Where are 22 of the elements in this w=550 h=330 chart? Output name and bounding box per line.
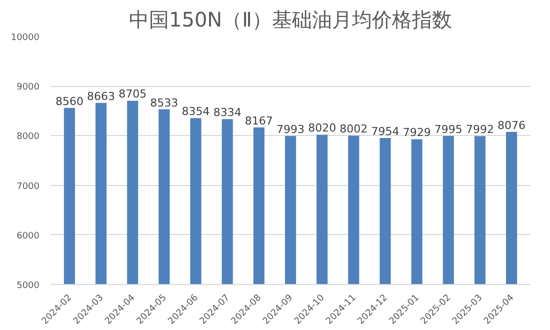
data-label: 7995 xyxy=(434,122,462,136)
data-label: 8663 xyxy=(87,90,116,103)
data-label: 7993 xyxy=(276,123,305,136)
data-label: 8334 xyxy=(213,106,242,120)
data-label: 7929 xyxy=(402,126,431,140)
y-tick-label: 9000 xyxy=(16,82,40,93)
data-label: 8076 xyxy=(498,118,526,132)
y-tick-label: 8000 xyxy=(16,132,40,142)
data-label: 8533 xyxy=(150,96,178,110)
y-tick-label: 10000 xyxy=(10,33,40,43)
data-label: 8354 xyxy=(182,105,210,118)
data-label: 8705 xyxy=(118,88,147,101)
chart-title: 中国150N（Ⅱ）基础油月均价格指数 xyxy=(129,8,452,32)
data-label: 7992 xyxy=(466,123,494,136)
y-tick-label: 7000 xyxy=(16,182,40,192)
data-label: 8002 xyxy=(340,122,368,136)
y-tick-label: 5000 xyxy=(16,281,40,291)
data-label: 8560 xyxy=(55,94,84,108)
y-tick-label: 6000 xyxy=(16,231,40,242)
data-label: 8020 xyxy=(308,122,336,135)
data-label: 8167 xyxy=(244,114,273,128)
data-label: 7954 xyxy=(371,124,400,138)
